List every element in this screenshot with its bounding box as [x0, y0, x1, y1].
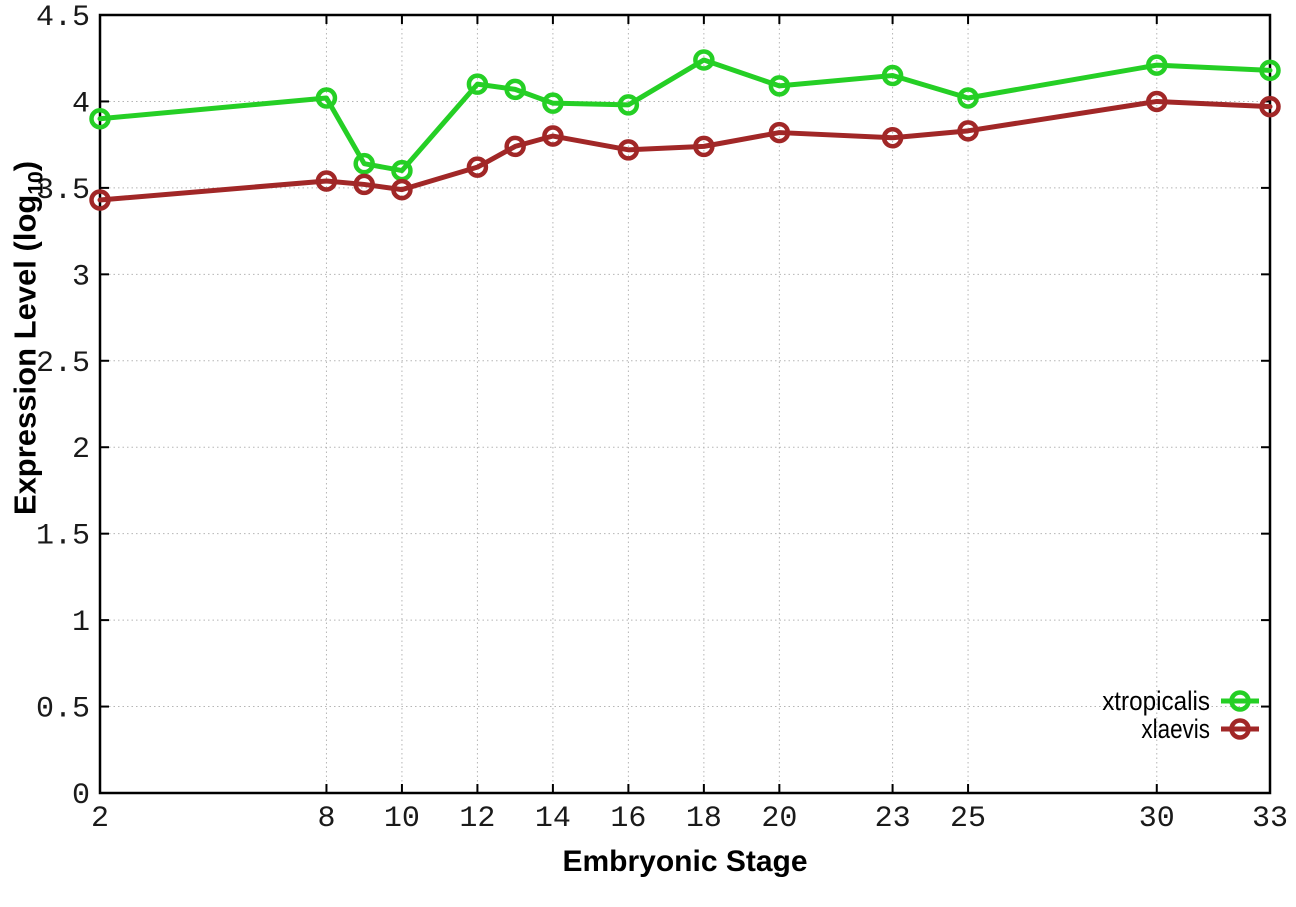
data-point-xlaevis	[315, 170, 338, 192]
data-point-xtropicalis	[504, 78, 526, 101]
data-point-xlaevis	[542, 125, 564, 147]
plot-border	[98, 13, 1272, 795]
y-tick-label: 0.5	[36, 693, 90, 727]
x-axis-title: Embryonic Stage	[562, 845, 808, 878]
y-tick-label: 3	[72, 260, 90, 294]
data-point-xtropicalis	[957, 87, 979, 109]
x-tick-label: 23	[875, 802, 911, 836]
data-point-xlaevis	[466, 156, 489, 178]
data-point-xlaevis	[957, 120, 979, 142]
data-point-xlaevis	[1259, 95, 1281, 118]
data-point-xlaevis	[693, 135, 715, 158]
data-point-xlaevis	[617, 139, 640, 161]
data-point-xtropicalis	[315, 87, 338, 109]
data-point-xtropicalis	[881, 64, 904, 87]
y-axis-title-subscript: 10	[24, 171, 48, 195]
x-tick-label: 16	[610, 802, 646, 836]
legend-label-xtropicalis: xtropicalis	[1102, 686, 1210, 716]
y-tick-label: 2.5	[36, 347, 90, 381]
y-tick-label: 2	[72, 433, 90, 467]
y-axis-title-text: Expression Level (log	[7, 194, 43, 516]
y-axis-title-close: )	[7, 160, 43, 172]
x-tick-label: 14	[535, 802, 571, 836]
series-line-xtropicalis	[97, 57, 1273, 174]
data-point-xlaevis	[353, 173, 375, 196]
x-tick-label: 18	[686, 802, 722, 836]
data-point-xlaevis	[1146, 90, 1168, 113]
data-point-xlaevis	[768, 121, 791, 144]
x-tick-label: 2	[91, 802, 109, 836]
x-tick-label: 10	[384, 802, 420, 836]
data-point-xlaevis	[504, 135, 526, 158]
data-point-xtropicalis	[1259, 59, 1281, 82]
data-point-xlaevis	[391, 178, 413, 201]
x-tick-label: 33	[1252, 802, 1288, 836]
y-tick-label: 4.5	[36, 1, 90, 35]
x-tick-label: 20	[761, 802, 797, 836]
legend-label-xlaevis: xlaevis	[1141, 714, 1210, 744]
y-tick-label: 0	[72, 779, 90, 813]
data-point-xtropicalis	[1146, 54, 1168, 76]
series-line-xlaevis	[97, 98, 1273, 203]
y-tick-label: 1	[72, 606, 90, 640]
y-tick-label: 3.5	[36, 174, 90, 208]
data-point-xlaevis	[881, 127, 904, 149]
y-tick-label: 1.5	[36, 520, 90, 554]
data-point-xtropicalis	[89, 107, 111, 130]
data-point-xtropicalis	[466, 73, 489, 95]
y-tick-label: 4	[72, 87, 90, 121]
data-point-xtropicalis	[353, 152, 375, 175]
data-point-xtropicalis	[542, 92, 564, 114]
x-tick-label: 8	[317, 802, 335, 836]
x-tick-label: 12	[459, 802, 495, 836]
x-tick-label: 30	[1139, 802, 1175, 836]
x-tick-label: 25	[950, 802, 986, 836]
data-point-xtropicalis	[693, 49, 715, 71]
data-point-xtropicalis	[617, 94, 640, 116]
y-axis-title: Expression Level (log10)	[7, 161, 48, 515]
data-point-xtropicalis	[768, 75, 791, 97]
legend-sample-marker-xtropicalis	[1229, 690, 1251, 712]
legend-sample-marker-xlaevis	[1229, 718, 1251, 740]
data-point-xlaevis	[89, 189, 111, 211]
